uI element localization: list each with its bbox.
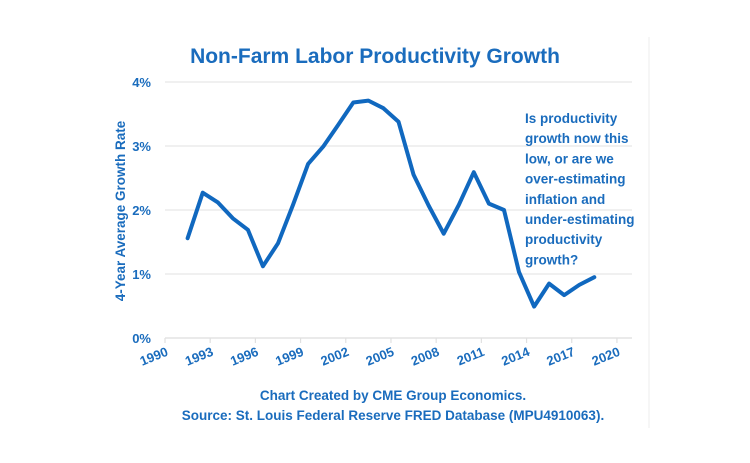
y-tick-label: 2%: [132, 203, 151, 218]
x-axis-ticks: [164, 338, 618, 343]
annotation-line: inflation and: [525, 192, 605, 207]
annotation-line: under-estimating: [525, 212, 635, 227]
annotation-line: growth?: [525, 252, 578, 267]
annotation-line: growth now this: [525, 131, 629, 146]
series-line: [185, 98, 597, 309]
footer-credit: Chart Created by CME Group Economics.: [260, 388, 526, 403]
x-tick-label: 1996: [228, 344, 260, 369]
gridlines: [165, 81, 632, 339]
x-tick-label: 1990: [138, 344, 170, 369]
y-tick-label: 0%: [132, 331, 151, 346]
x-tick-label: 2017: [544, 344, 576, 369]
annotation: Is productivity growth now this low, or ar…: [525, 111, 635, 267]
footer: Chart Created by CME Group Economics. Sou…: [182, 388, 604, 423]
x-tick-label: 2005: [364, 344, 396, 369]
x-tick-label: 2011: [455, 344, 487, 368]
y-axis-label: 4-Year Average Growth Rate: [113, 120, 128, 301]
x-tick-label: 1999: [273, 344, 305, 369]
annotation-line: productivity: [525, 232, 603, 247]
x-tick-label: 2002: [318, 344, 350, 369]
x-tick-label: 1993: [183, 344, 215, 369]
series-group: [185, 98, 597, 309]
y-tick-label: 3%: [132, 139, 151, 154]
chart-title: Non-Farm Labor Productivity Growth: [190, 45, 560, 68]
x-axis-tick-labels: 1990 1993 1996 1999 2002 2005 2008 2011 2014 2017…: [138, 344, 622, 369]
annotation-line: over-estimating: [525, 172, 626, 187]
annotation-line: low, or are we: [525, 151, 614, 166]
x-tick-label: 2014: [499, 344, 532, 369]
footer-source: Source: St. Louis Federal Reserve FRED D…: [182, 408, 604, 423]
x-tick-label: 2008: [409, 344, 441, 369]
annotation-line: Is productivity: [525, 111, 618, 126]
y-axis-tick-labels: 0% 1% 2% 3% 4%: [132, 75, 151, 346]
y-tick-label: 4%: [132, 75, 151, 90]
y-tick-label: 1%: [132, 267, 151, 282]
x-tick-label: 2020: [590, 344, 622, 369]
